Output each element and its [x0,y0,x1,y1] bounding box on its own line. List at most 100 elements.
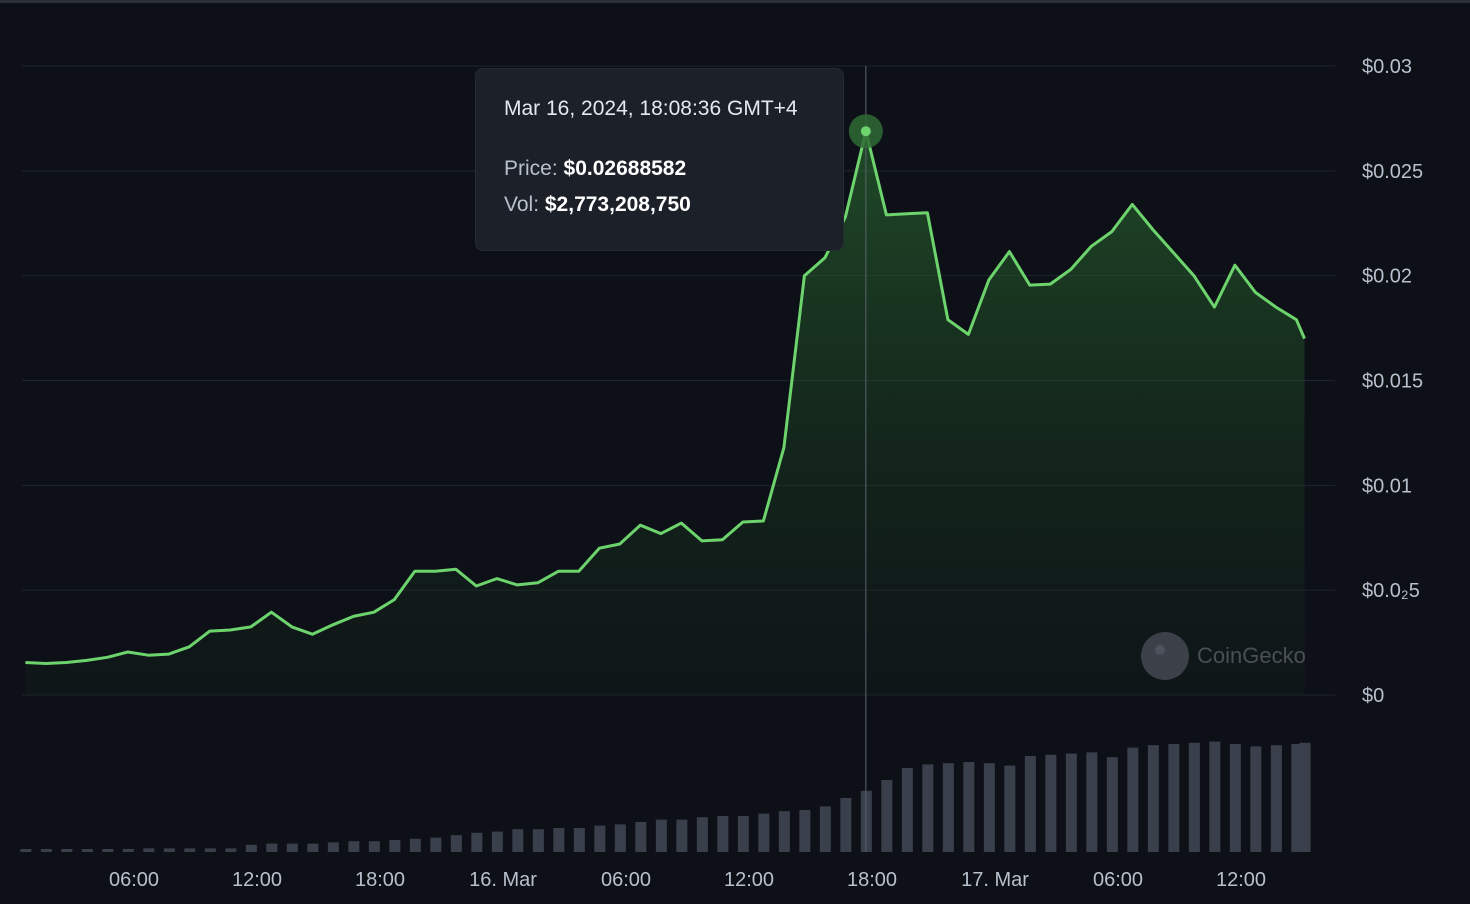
volume-bar [81,849,93,852]
volume-bar [225,848,237,852]
x-tick-label: 06:00 [601,869,651,891]
volume-bar [430,837,442,852]
volume-bar [40,849,52,852]
x-tick-label: 16. Mar [469,869,537,891]
volume-bar [1229,744,1241,852]
x-tick-label: 12:00 [232,869,282,891]
tooltip-price-value: $0.02688582 [563,157,687,180]
volume-bar [491,831,503,852]
volume-bar [245,844,257,852]
y-axis: $0.03 $0.025 $0.02 $0.015 $0.01 $0.0₂5 $0 [1362,56,1423,707]
volume-bar [532,829,544,852]
tooltip-vol-row: Vol: $2,773,208,750 [504,193,815,217]
volume-bar [204,848,216,852]
y-tick-label: $0.0₂5 [1362,580,1420,602]
x-tick-label: 17. Mar [961,869,1029,891]
volume-bar [327,842,339,852]
tooltip-vol-label: Vol: [504,193,540,216]
x-tick-label: 18:00 [355,869,405,891]
volume-bar [307,843,319,852]
volume-bar [20,849,32,852]
volume-bar [614,824,626,852]
volume-bar [122,849,134,852]
price-area [25,129,1306,695]
coingecko-logo-eye [1155,645,1165,655]
volume-bar [143,848,155,852]
price-line [25,129,1306,665]
volume-bar [1127,747,1139,852]
volume-bar [553,828,565,852]
volume-bar [163,848,175,852]
volume-bar [1188,742,1200,852]
volume-bars [20,741,1311,852]
volume-bar [594,825,606,852]
volume-bar [348,841,360,852]
volume-bar [737,816,749,852]
volume-bar [922,764,934,852]
volume-bar [1004,765,1016,852]
volume-bar [1291,744,1303,852]
volume-bar [819,806,831,852]
x-axis: 06:00 12:00 18:00 16. Mar 06:00 12:00 18:00 17.… [109,869,1266,891]
volume-bar [1086,752,1098,852]
volume-bar [778,811,790,852]
volume-bar [942,763,954,852]
volume-bar [963,762,975,852]
tooltip-price-label: Price: [504,157,558,180]
volume-bar [901,768,913,852]
volume-bar [1250,746,1262,852]
volume-bar [450,835,462,852]
volume-bar [696,817,708,852]
volume-bar [758,813,770,852]
y-tick-label: $0.01 [1362,475,1412,497]
price-tooltip: Mar 16, 2024, 18:08:36 GMT+4 Price: $0.0… [475,68,844,251]
top-strip [0,0,1470,3]
tooltip-price-row: Price: $0.02688582 [504,157,815,181]
volume-bar [1106,757,1118,852]
coingecko-watermark: CoinGecko [1141,632,1306,680]
volume-bar [676,819,688,852]
y-tick-label: $0.03 [1362,56,1412,78]
y-tick-label: $0.02 [1362,266,1412,288]
price-area-fill [25,131,1305,695]
y-tick-label: $0 [1362,685,1384,707]
volume-bar [1168,744,1180,852]
x-tick-label: 12:00 [724,869,774,891]
tooltip-date: Mar 16, 2024, 18:08:36 GMT+4 [504,97,798,120]
volume-bar [1209,741,1221,852]
volume-bar [184,848,196,852]
volume-bar [881,780,893,852]
volume-bar [1024,756,1036,852]
volume-bar [409,838,421,852]
volume-bar [1065,753,1077,852]
tooltip-vol-value: $2,773,208,750 [544,193,691,216]
volume-bar [471,832,483,852]
crosshair [848,66,883,852]
hover-point [860,126,871,137]
y-tick-label: $0.015 [1362,371,1423,393]
volume-bar [799,810,811,852]
watermark-text: CoinGecko [1197,643,1306,668]
volume-bar [389,840,401,852]
volume-bar [717,816,729,852]
volume-bar [1147,745,1159,852]
volume-bar [840,798,852,852]
volume-bar [266,843,278,852]
volume-bar [1270,745,1282,852]
volume-bar [983,763,995,852]
x-tick-label: 12:00 [1216,869,1266,891]
volume-bar [1045,754,1057,852]
y-tick-label: $0.025 [1362,161,1423,183]
volume-bar [368,841,380,852]
volume-bar [655,819,667,852]
volume-bar [635,822,647,852]
volume-bar [102,849,114,852]
x-tick-label: 06:00 [1093,869,1143,891]
volume-bar [61,849,73,852]
volume-bar [286,843,298,852]
x-tick-label: 06:00 [109,869,159,891]
volume-bar [1299,742,1311,852]
volume-bar [512,829,524,852]
